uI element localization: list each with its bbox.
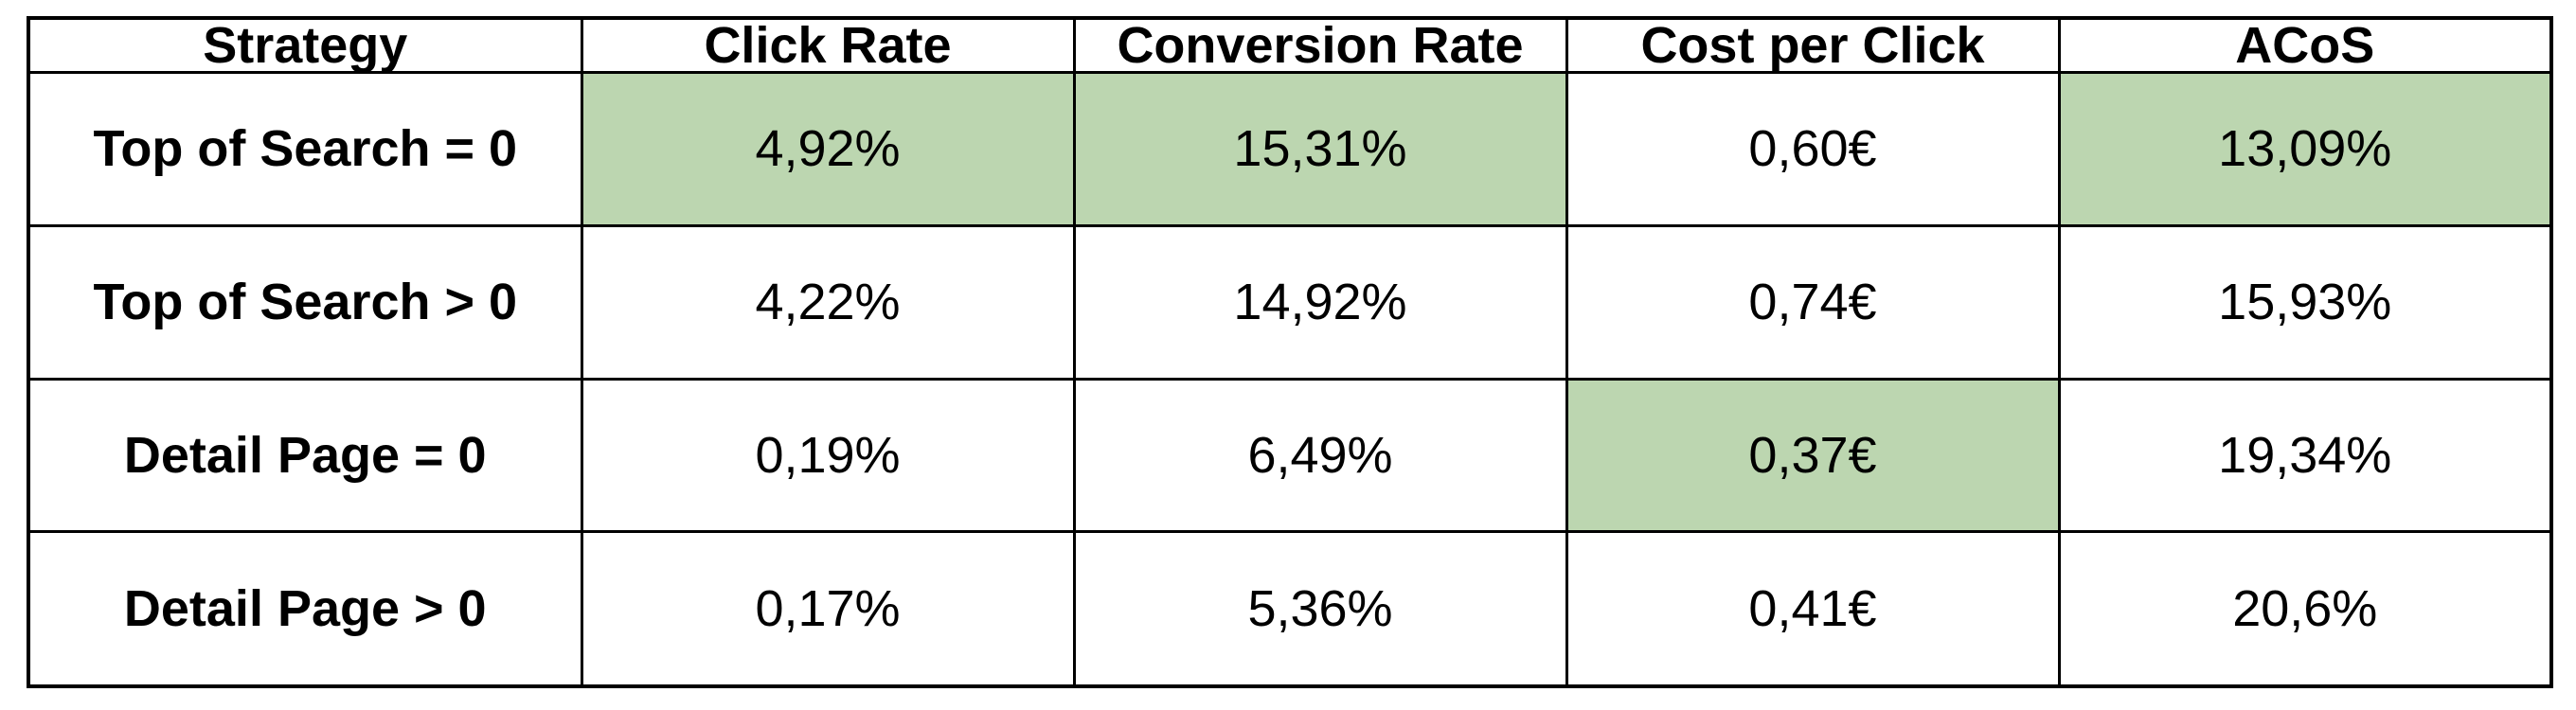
cell-acos: 19,34%: [2057, 377, 2553, 534]
table-row: Top of Search = 0 4,92% 15,31% 0,60€ 13,…: [27, 71, 2553, 227]
row-label-detail-page-eq-0: Detail Page = 0: [27, 377, 583, 534]
header-strategy: Strategy: [27, 16, 583, 74]
row-label-detail-page-gt-0: Detail Page > 0: [27, 530, 583, 688]
header-cost-per-click: Cost per Click: [1565, 16, 2061, 74]
table-header-row: Strategy Click Rate Conversion Rate Cost…: [27, 16, 2553, 74]
cell-conversion-rate: 14,92%: [1072, 223, 1568, 381]
cell-click-rate: 0,19%: [580, 377, 1076, 534]
cell-conversion-rate: 5,36%: [1072, 530, 1568, 688]
cell-acos: 15,93%: [2057, 223, 2553, 381]
strategy-comparison-table-wrapper: Strategy Click Rate Conversion Rate Cost…: [27, 16, 2553, 688]
row-label-top-of-search-gt-0: Top of Search > 0: [27, 223, 583, 381]
table-row: Detail Page > 0 0,17% 5,36% 0,41€ 20,6%: [27, 530, 2553, 688]
cell-acos: 13,09%: [2057, 71, 2553, 227]
cell-click-rate: 4,92%: [580, 71, 1076, 227]
cell-click-rate: 4,22%: [580, 223, 1076, 381]
row-label-top-of-search-eq-0: Top of Search = 0: [27, 71, 583, 227]
header-acos: ACoS: [2057, 16, 2553, 74]
cell-cost-per-click: 0,41€: [1565, 530, 2061, 688]
cell-click-rate: 0,17%: [580, 530, 1076, 688]
header-conversion-rate: Conversion Rate: [1072, 16, 1568, 74]
table-row: Top of Search > 0 4,22% 14,92% 0,74€ 15,…: [27, 223, 2553, 381]
cell-cost-per-click: 0,37€: [1565, 377, 2061, 534]
strategy-comparison-table: Strategy Click Rate Conversion Rate Cost…: [27, 16, 2553, 688]
cell-acos: 20,6%: [2057, 530, 2553, 688]
cell-conversion-rate: 6,49%: [1072, 377, 1568, 534]
table-row: Detail Page = 0 0,19% 6,49% 0,37€ 19,34%: [27, 377, 2553, 534]
cell-conversion-rate: 15,31%: [1072, 71, 1568, 227]
cell-cost-per-click: 0,74€: [1565, 223, 2061, 381]
cell-cost-per-click: 0,60€: [1565, 71, 2061, 227]
header-click-rate: Click Rate: [580, 16, 1076, 74]
